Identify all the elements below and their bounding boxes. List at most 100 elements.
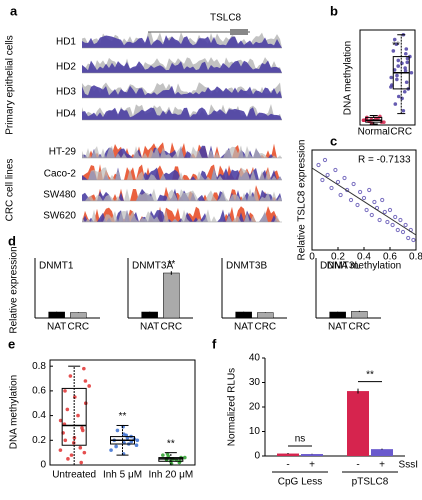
data-point — [135, 438, 140, 443]
data-point — [348, 197, 354, 203]
data-point — [333, 167, 338, 173]
data-point — [82, 450, 87, 455]
data-point — [358, 189, 363, 195]
data-point — [68, 374, 73, 378]
data-point — [393, 214, 398, 220]
panel-title: DNMT1 — [39, 261, 74, 272]
data-point — [79, 460, 84, 465]
data-point — [385, 219, 390, 225]
data-point — [405, 60, 410, 65]
track-signal — [82, 145, 282, 158]
data-point — [69, 453, 74, 457]
data-point — [404, 47, 409, 51]
data-point — [377, 217, 382, 223]
data-point — [63, 389, 67, 393]
track-label: HD4 — [56, 109, 76, 120]
data-point — [395, 73, 399, 78]
y-tick-label: 40 — [249, 353, 261, 364]
track-label: SW620 — [43, 211, 76, 222]
track-signal — [82, 167, 282, 180]
y-tick-label: 0 — [40, 460, 46, 471]
legend-entry: + — [379, 460, 385, 471]
significance: ** — [167, 438, 175, 449]
data-point — [411, 237, 416, 243]
bar — [301, 454, 323, 456]
data-point — [134, 443, 139, 448]
data-point — [400, 61, 404, 66]
x-tick-label: 0.4 — [357, 252, 371, 263]
data-point — [82, 366, 86, 371]
x-tick-label: 0.8 — [409, 252, 422, 263]
data-point — [404, 80, 409, 85]
panel-title: DNMT3L — [320, 261, 360, 272]
x-tick-label: CRC — [390, 127, 412, 138]
y-axis-label: Primary epithelial cells — [5, 35, 16, 134]
legend-entry: - — [286, 460, 289, 471]
data-point — [78, 445, 83, 450]
panel-label: b — [330, 3, 338, 18]
track-signal — [82, 60, 282, 73]
x-tick-label: NAT — [140, 322, 159, 333]
panel-label: c — [330, 133, 337, 148]
data-point — [80, 428, 85, 433]
plot-frame — [359, 29, 416, 126]
data-point — [389, 85, 393, 89]
data-point — [183, 455, 187, 460]
y-axis-label: DNA methylation — [9, 375, 20, 449]
data-point — [316, 162, 321, 168]
y-tick-label: 0.6 — [32, 386, 46, 397]
data-point — [329, 185, 334, 191]
significance: ** — [167, 259, 175, 270]
data-point — [161, 453, 165, 457]
track-signal — [82, 107, 282, 120]
data-point — [355, 202, 360, 208]
x-tick-label: CRC — [348, 322, 370, 333]
significance: ** — [119, 411, 127, 422]
data-point — [403, 66, 407, 70]
data-point — [83, 379, 88, 383]
track-label: Caco-2 — [44, 169, 77, 180]
data-point — [403, 222, 408, 228]
x-tick-label: Untreated — [52, 470, 96, 481]
track-label: SW480 — [43, 190, 76, 201]
x-tick-label: 0.2 — [331, 252, 345, 263]
data-point — [58, 418, 63, 423]
legend-entry: + — [309, 460, 315, 471]
data-point — [400, 229, 406, 235]
data-point — [115, 428, 120, 433]
fit-line — [311, 167, 417, 236]
data-point — [361, 118, 366, 123]
panel-label: a — [10, 3, 18, 18]
data-point — [109, 448, 113, 452]
panel-title: DNMT3B — [226, 261, 267, 272]
gene-name: TSLC8 — [210, 13, 242, 24]
y-tick-label: 0 — [254, 451, 260, 462]
gene-exon — [230, 29, 248, 35]
y-tick-label: 20 — [249, 402, 261, 413]
bar — [235, 311, 252, 319]
panel-label: d — [8, 233, 16, 248]
data-point — [393, 102, 398, 106]
bar — [163, 272, 180, 319]
x-tick-label: CRC — [67, 322, 89, 333]
bar — [347, 391, 369, 456]
data-point — [322, 157, 328, 163]
y-axis-label: DNA methylation — [343, 41, 354, 115]
data-point — [398, 217, 403, 223]
y-axis-label: Relative TSLC8 expression — [297, 140, 308, 261]
bar — [351, 311, 368, 319]
data-point — [325, 172, 330, 178]
x-tick-label: NAT — [234, 322, 253, 333]
data-point — [87, 384, 91, 388]
track-signal — [82, 85, 282, 98]
x-tick-label: CRC — [254, 322, 276, 333]
data-point — [389, 75, 394, 80]
track-label: HT-29 — [49, 147, 77, 158]
data-point — [364, 207, 369, 213]
data-point — [406, 235, 411, 241]
data-point — [367, 187, 372, 193]
x-tick-label: CpG Less — [278, 477, 322, 488]
track-signal — [82, 167, 282, 180]
panel-label: f — [212, 336, 217, 351]
data-point — [338, 192, 343, 198]
